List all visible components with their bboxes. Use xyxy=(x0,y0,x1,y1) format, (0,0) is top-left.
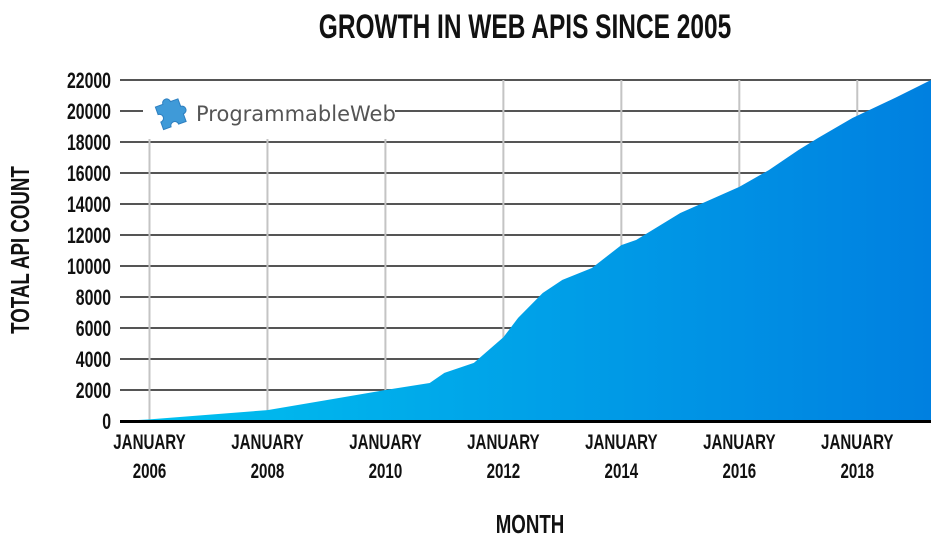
chart-title: GROWTH IN WEB APIS SINCE 2005 xyxy=(319,8,731,46)
y-tick-label: 18000 xyxy=(67,132,111,156)
x-tick-label-year: 2014 xyxy=(605,458,639,482)
x-tick-label-month: JANUARY xyxy=(113,429,185,453)
x-tick-label-month: JANUARY xyxy=(231,429,303,453)
x-tick-label-year: 2006 xyxy=(133,458,167,482)
y-tick-label: 8000 xyxy=(76,287,111,311)
y-tick-label: 20000 xyxy=(67,101,111,125)
area-series xyxy=(120,80,931,421)
y-tick-label: 16000 xyxy=(67,163,111,187)
y-axis-label: TOTAL API COUNT xyxy=(5,166,35,334)
x-axis-label: MONTH xyxy=(496,509,565,539)
x-tick-label-month: JANUARY xyxy=(467,429,539,453)
logo-text: ProgrammableWeb xyxy=(196,102,396,126)
x-tick-label-year: 2010 xyxy=(369,458,403,482)
y-tick-label: 6000 xyxy=(76,318,111,342)
y-tick-label: 2000 xyxy=(76,380,111,404)
x-tick-label-month: JANUARY xyxy=(585,429,657,453)
y-tick-label: 0 xyxy=(102,411,111,435)
y-tick-label: 14000 xyxy=(67,194,111,218)
x-tick-label-month: JANUARY xyxy=(703,429,775,453)
logo: ProgrammableWeb xyxy=(143,94,396,134)
x-tick-label-month: JANUARY xyxy=(349,429,421,453)
y-tick-labels: 0 2000 4000 6000 8000 10000 12000 14000 16000 180… xyxy=(67,70,111,435)
x-tick-label-year: 2018 xyxy=(840,458,874,482)
y-tick-label: 22000 xyxy=(67,70,111,94)
y-tick-label: 4000 xyxy=(76,349,111,373)
y-tick-label: 12000 xyxy=(67,225,111,249)
x-tick-label-year: 2008 xyxy=(251,458,285,482)
y-tick-label: 10000 xyxy=(67,256,111,280)
puzzle-piece-icon xyxy=(154,98,187,131)
x-tick-label-month: JANUARY xyxy=(821,429,893,453)
x-tick-label-year: 2016 xyxy=(723,458,757,482)
x-tick-labels: JANUARY 2006 JANUARY 2008 JANUARY 2010 JANUARY… xyxy=(113,429,893,482)
x-tick-label-year: 2012 xyxy=(487,458,521,482)
